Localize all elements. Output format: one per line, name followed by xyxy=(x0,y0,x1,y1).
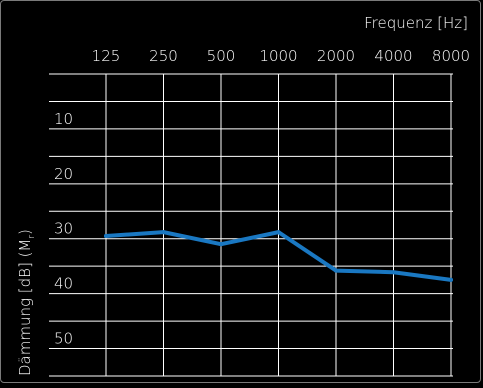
y-tick-label: 50 xyxy=(54,330,73,348)
x-tick-label: 8000 xyxy=(432,47,470,65)
y-axis-title-main: Dämmung [dB] (M xyxy=(16,239,34,376)
data-point xyxy=(276,230,281,235)
data-point xyxy=(449,277,453,282)
x-tick-label: 500 xyxy=(207,47,236,65)
y-tick-label: 40 xyxy=(54,275,73,293)
x-tick-label: 250 xyxy=(149,47,178,65)
grid xyxy=(49,73,453,377)
data-point xyxy=(391,270,396,275)
y-axis-title-close: ) xyxy=(16,229,34,235)
x-tick-label: 1000 xyxy=(259,47,297,65)
x-tick-label: 2000 xyxy=(317,47,355,65)
x-tick-label: 125 xyxy=(92,47,121,65)
x-tick-labels: 125 250 500 1000 2000 4000 8000 xyxy=(92,47,470,65)
x-tick-label: 4000 xyxy=(374,47,412,65)
series-layer xyxy=(104,230,453,282)
x-axis-title: Frequenz [Hz] xyxy=(364,14,468,32)
y-axis-title-subscript: r xyxy=(27,235,37,239)
y-axis-title: Dämmung [dB] (Mr) xyxy=(16,229,37,376)
data-point xyxy=(104,233,108,238)
y-tick-label: 30 xyxy=(54,220,73,238)
data-point xyxy=(219,242,223,247)
data-point xyxy=(161,230,166,235)
y-tick-label: 20 xyxy=(54,165,73,183)
data-point xyxy=(334,268,338,273)
y-tick-labels: 10 20 30 40 50 xyxy=(54,110,73,348)
y-tick-label: 10 xyxy=(54,110,73,128)
